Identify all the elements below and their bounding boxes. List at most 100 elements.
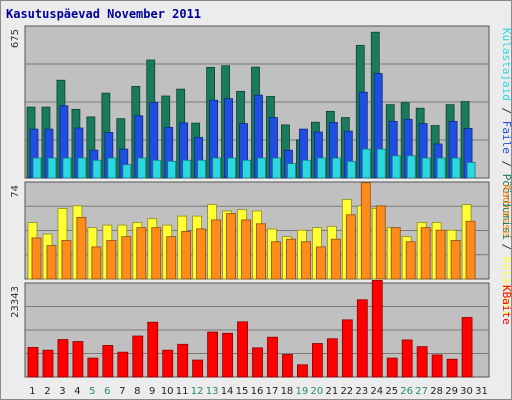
bar-kbaite-day-21 [326,338,338,378]
bar-aadresse-day-2 [46,245,57,280]
x-tick-day-23: 23 [355,386,368,397]
bar-k-lastajaid-day-25 [391,155,401,179]
x-tick-day-30: 30 [460,386,473,397]
bar-aadresse-day-13 [211,219,222,280]
bar-aadresse-day-14 [226,213,236,280]
bar-k-lastajaid-day-14 [227,157,236,179]
bar-aadresse-day-3 [61,240,72,280]
x-tick-day-1: 1 [29,386,35,397]
bar-aadresse-day-19 [301,241,311,280]
x-tick-day-31: 31 [475,386,488,397]
bar-aadresse-day-7 [121,236,132,280]
bar-aadresse-day-4 [76,216,87,280]
bar-k-lastajaid-day-17 [272,157,281,179]
bar-aadresse-day-22 [345,214,356,280]
x-tick-day-14: 14 [221,386,234,397]
chart-title: Kasutuspäevad November 2011 [6,7,202,21]
bar-kbaite-day-15 [237,321,248,378]
x-tick-day-8: 8 [134,386,140,397]
bar-aadresse-day-9 [151,227,162,280]
bar-kbaite-day-13 [207,331,219,378]
bar-aadresse-day-28 [435,229,446,280]
x-tick-day-21: 21 [325,386,338,397]
bar-kbaite-day-11 [177,343,189,378]
bar-k-lastajaid-day-4 [77,157,87,179]
panel-3-ymax-label: 23343 [10,286,21,318]
x-tick-day-2: 2 [44,386,50,397]
bar-aadresse-day-30 [465,220,476,280]
bar-aadresse-day-8 [136,227,147,280]
x-tick-day-12: 12 [191,386,204,397]
x-tick-day-4: 4 [74,386,80,397]
bar-k-lastajaid-day-15 [242,159,251,179]
bar-aadresse-day-24 [375,205,386,280]
bar-kbaite-day-29 [446,358,458,378]
bar-k-lastajaid-day-26 [406,155,416,179]
bar-kbaite-day-10 [162,349,174,378]
bar-aadresse-day-11 [181,231,192,280]
bar-k-lastajaid-day-9 [152,159,162,179]
bar-kbaite-day-2 [42,349,54,378]
bar-aadresse-day-18 [286,238,296,280]
bar-kbaite-day-3 [57,339,69,378]
x-tick-day-26: 26 [400,386,413,397]
x-tick-day-11: 11 [176,386,189,397]
bar-aadresse-day-5 [91,246,102,280]
bar-aadresse-day-23 [360,182,371,280]
bar-k-lastajaid-day-5 [92,159,102,179]
bar-k-lastajaid-day-19 [302,159,311,179]
x-tick-day-10: 10 [161,386,174,397]
bar-kbaite-day-20 [311,343,323,378]
bar-aadresse-day-15 [241,219,251,280]
bar-aadresse-day-10 [166,236,177,280]
bar-kbaite-day-4 [72,341,84,378]
bar-kbaite-day-14 [222,332,233,378]
x-tick-day-5: 5 [89,386,95,397]
bar-kbaite-day-5 [87,357,99,378]
x-tick-day-29: 29 [445,386,458,397]
bar-kbaite-day-19 [297,364,308,378]
x-tick-day-15: 15 [236,386,249,397]
legend-separator: / [500,237,511,257]
panel-2-legend: Aadresse / Külastusi [500,184,511,316]
x-tick-day-20: 20 [311,386,324,397]
x-tick-day-28: 28 [430,386,443,397]
x-tick-day-9: 9 [149,386,155,397]
bar-k-lastajaid-day-7 [122,164,132,179]
x-tick-day-7: 7 [119,386,125,397]
bar-k-lastajaid-day-29 [451,157,461,179]
bar-kbaite-day-26 [401,339,413,378]
x-tick-day-19: 19 [296,386,309,397]
bar-aadresse-day-17 [271,241,281,280]
bar-k-lastajaid-day-11 [182,159,192,179]
x-tick-day-17: 17 [266,386,279,397]
bar-kbaite-day-27 [416,346,428,378]
bar-kbaite-day-6 [102,345,114,378]
legend-separator: / [500,154,511,174]
bar-k-lastajaid-day-23 [361,148,371,179]
bar-aadresse-day-27 [420,227,431,280]
x-tick-day-13: 13 [206,386,219,397]
bar-k-lastajaid-day-8 [137,157,147,179]
panel-2-ymax-label: 74 [10,185,21,198]
legend-p-rdumisi: Pöördumisi [500,174,511,240]
bar-kbaite-day-30 [461,317,473,378]
legend-separator: / [500,101,511,121]
bar-aadresse-day-29 [450,240,461,280]
bar-kbaite-day-18 [282,354,293,378]
bar-aadresse-day-21 [330,238,341,280]
bar-k-lastajaid-day-21 [331,157,341,179]
bar-k-lastajaid-day-13 [212,157,222,179]
bar-k-lastajaid-day-10 [167,160,177,179]
bar-kbaite-day-22 [341,319,353,378]
x-tick-day-16: 16 [251,386,264,397]
bar-k-lastajaid-day-30 [466,162,476,179]
panel-3-legend: KBaite [500,285,511,325]
bar-kbaite-day-1 [27,347,39,378]
legend-k-lastajaid: Külastajaid [500,28,511,101]
legend-aadresse: Aadresse [500,184,511,237]
bar-kbaite-day-28 [431,354,443,378]
bar-aadresse-day-20 [315,246,326,280]
